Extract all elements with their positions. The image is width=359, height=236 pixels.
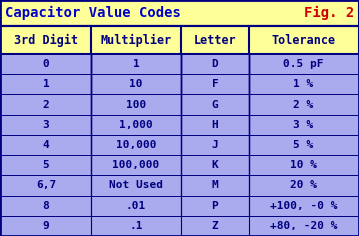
Bar bbox=[0, 54, 359, 74]
Bar bbox=[0, 74, 359, 94]
Bar bbox=[0, 94, 359, 115]
Text: D: D bbox=[211, 59, 218, 69]
Text: 20 %: 20 % bbox=[290, 181, 317, 190]
Text: 0: 0 bbox=[43, 59, 50, 69]
Text: 3: 3 bbox=[43, 120, 50, 130]
Text: 6,7: 6,7 bbox=[36, 181, 56, 190]
Text: Multiplier: Multiplier bbox=[101, 34, 172, 46]
Text: Letter: Letter bbox=[194, 34, 236, 46]
Text: .1: .1 bbox=[129, 221, 143, 231]
Bar bbox=[0, 26, 359, 54]
Text: 10: 10 bbox=[129, 79, 143, 89]
Text: 3 %: 3 % bbox=[293, 120, 314, 130]
Text: 10 %: 10 % bbox=[290, 160, 317, 170]
Text: +100, -0 %: +100, -0 % bbox=[270, 201, 337, 211]
Text: 2 %: 2 % bbox=[293, 100, 314, 110]
Text: Tolerance: Tolerance bbox=[271, 34, 336, 46]
Bar bbox=[0, 155, 359, 175]
Text: 1 %: 1 % bbox=[293, 79, 314, 89]
Bar bbox=[0, 0, 359, 26]
Text: 5: 5 bbox=[43, 160, 50, 170]
Text: 4: 4 bbox=[43, 140, 50, 150]
Text: M: M bbox=[211, 181, 218, 190]
Text: 100,000: 100,000 bbox=[112, 160, 160, 170]
Text: .01: .01 bbox=[126, 201, 146, 211]
Text: Not Used: Not Used bbox=[109, 181, 163, 190]
Text: H: H bbox=[211, 120, 218, 130]
Bar bbox=[0, 175, 359, 196]
Text: G: G bbox=[211, 100, 218, 110]
Text: Z: Z bbox=[211, 221, 218, 231]
Text: 100: 100 bbox=[126, 100, 146, 110]
Text: P: P bbox=[211, 201, 218, 211]
Text: +80, -20 %: +80, -20 % bbox=[270, 221, 337, 231]
Text: 9: 9 bbox=[43, 221, 50, 231]
Text: 5 %: 5 % bbox=[293, 140, 314, 150]
Text: 10,000: 10,000 bbox=[116, 140, 156, 150]
Text: K: K bbox=[211, 160, 218, 170]
Bar bbox=[0, 216, 359, 236]
Text: Capacitor Value Codes: Capacitor Value Codes bbox=[5, 6, 181, 20]
Text: 1,000: 1,000 bbox=[119, 120, 153, 130]
Text: 0.5 pF: 0.5 pF bbox=[283, 59, 324, 69]
Text: J: J bbox=[211, 140, 218, 150]
Text: 8: 8 bbox=[43, 201, 50, 211]
Bar bbox=[0, 135, 359, 155]
Text: Fig. 2: Fig. 2 bbox=[304, 6, 354, 20]
Text: F: F bbox=[211, 79, 218, 89]
Bar bbox=[0, 196, 359, 216]
Text: 2: 2 bbox=[43, 100, 50, 110]
Bar bbox=[0, 115, 359, 135]
Text: 1: 1 bbox=[43, 79, 50, 89]
Text: 1: 1 bbox=[132, 59, 139, 69]
Text: 3rd Digit: 3rd Digit bbox=[14, 34, 78, 46]
